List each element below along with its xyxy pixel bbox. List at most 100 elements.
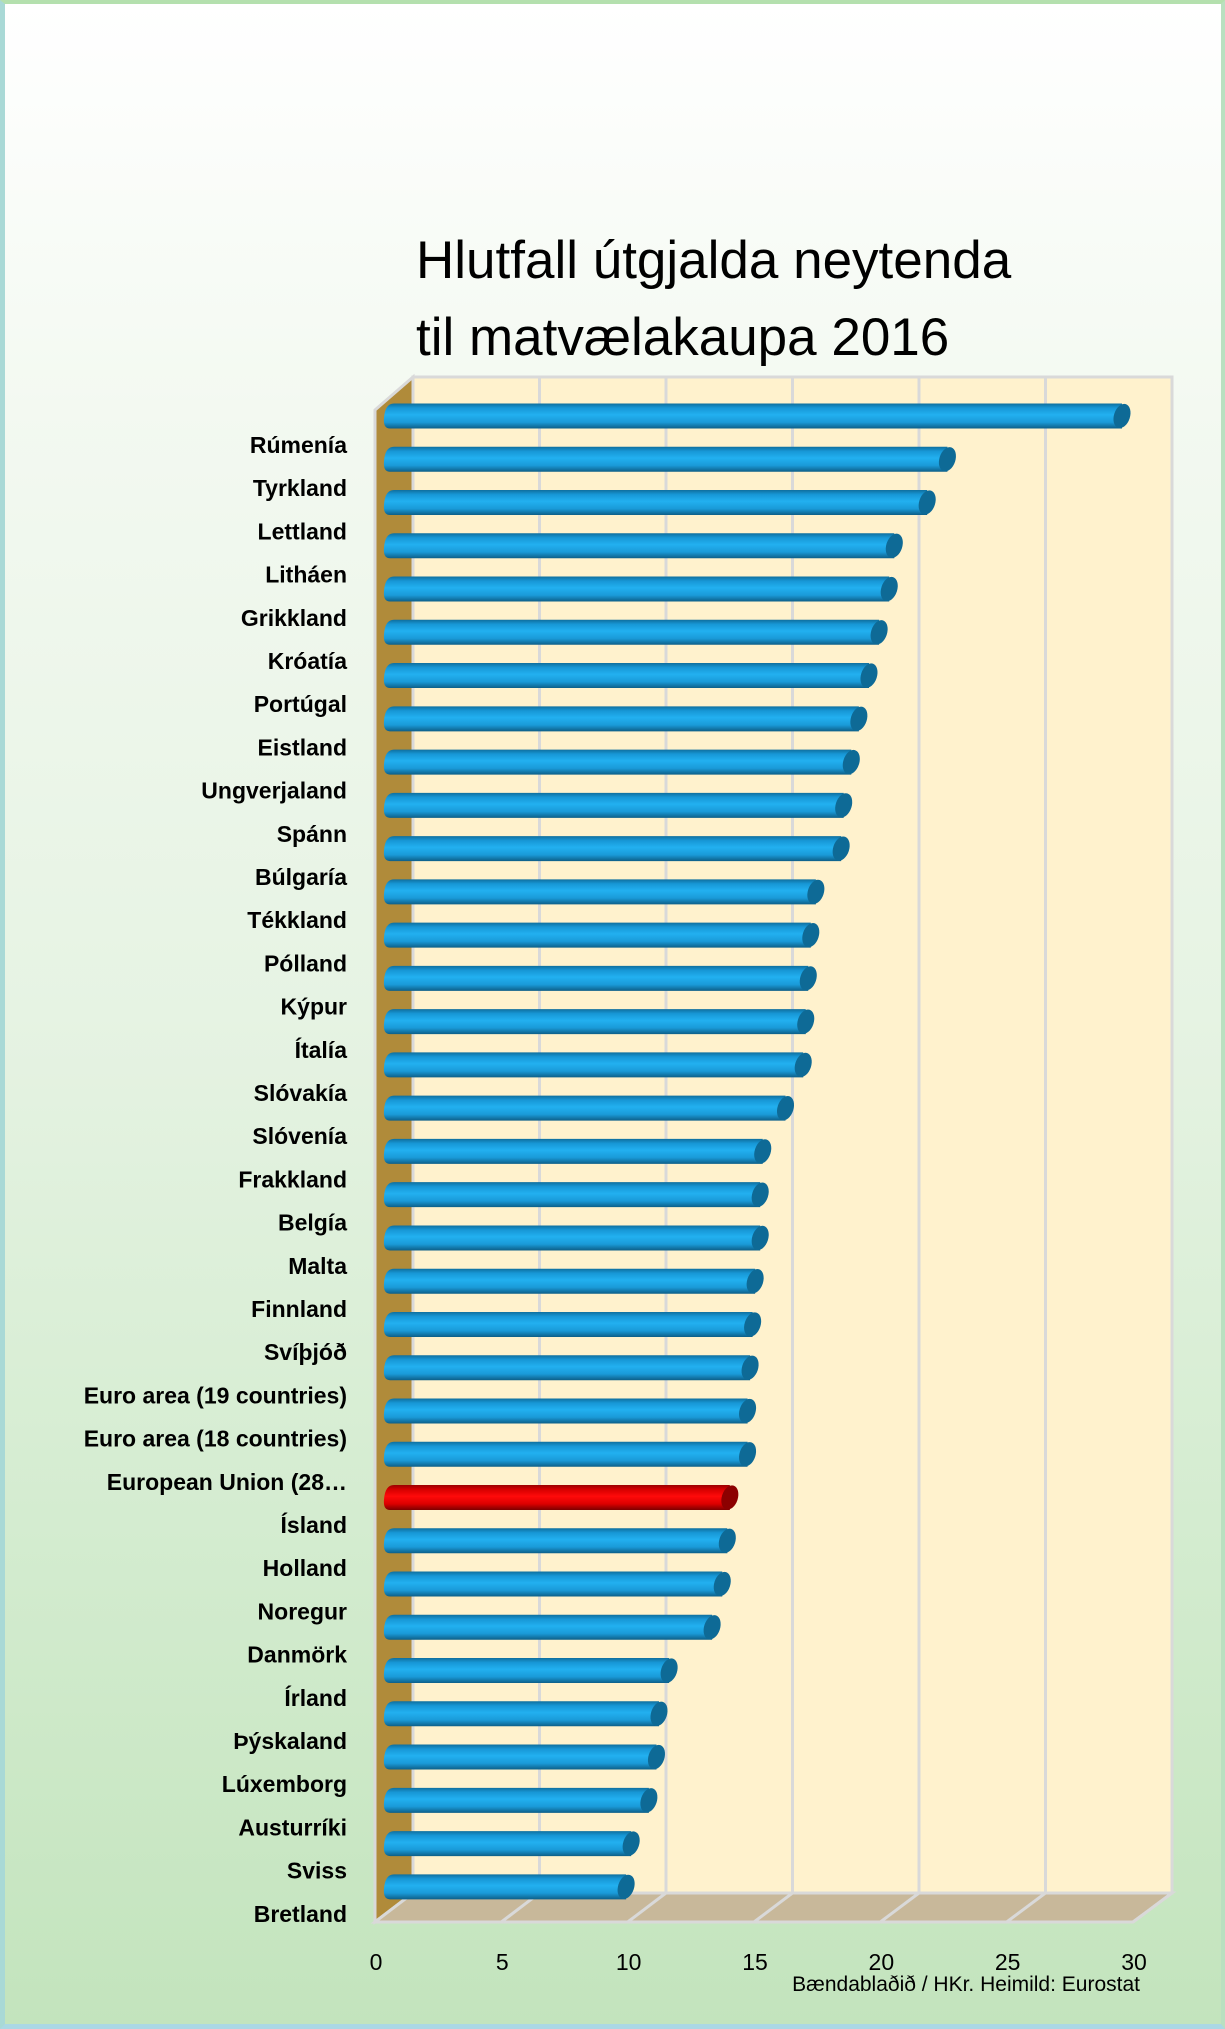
bar <box>383 1268 764 1294</box>
bar <box>383 749 860 775</box>
bar-body <box>383 792 844 818</box>
bar <box>383 1095 795 1121</box>
bar-highlight <box>383 1485 739 1510</box>
category-label: Holland <box>263 1555 347 1581</box>
bar <box>383 922 820 948</box>
bar-body <box>383 1485 730 1510</box>
category-label: Danmörk <box>247 1642 347 1668</box>
category-label: Ísland <box>281 1511 347 1538</box>
x-axis-tick-labels: 0 5 10 15 20 25 30 <box>370 1949 1147 1975</box>
category-label: Ungverjaland <box>201 778 347 804</box>
bar-cap <box>718 1528 736 1553</box>
bar-cap <box>647 1744 666 1770</box>
bar-body <box>383 1182 761 1208</box>
category-label: Lúxemborg <box>222 1771 347 1797</box>
bar <box>383 1874 635 1900</box>
bar-cap <box>744 1312 762 1337</box>
bar <box>383 403 1131 429</box>
bar-body <box>383 922 811 948</box>
bar-body <box>383 446 948 472</box>
bar <box>383 1182 769 1208</box>
bar-body <box>383 576 890 602</box>
bar-body <box>383 1528 728 1554</box>
bar <box>383 1831 640 1857</box>
x-tick-label: 0 <box>370 1949 383 1975</box>
bar-cap <box>850 706 868 731</box>
floor-gridline <box>879 1891 920 1924</box>
floor-gridline <box>1005 1891 1047 1924</box>
bar <box>383 706 868 732</box>
bar-body <box>383 403 1122 429</box>
category-label: Eistland <box>258 734 347 760</box>
chart-title-line-2: til matvælakaupa 2016 <box>416 308 950 367</box>
x-tick-label: 20 <box>869 1949 895 1975</box>
bar-cap <box>640 1788 658 1813</box>
category-label: Belgía <box>278 1210 347 1236</box>
bar <box>383 1311 762 1337</box>
category-label: Austurríki <box>238 1814 347 1840</box>
bar <box>383 1658 678 1684</box>
bar-body <box>383 965 809 991</box>
bar-cap <box>870 620 888 645</box>
bar-cap <box>807 879 825 905</box>
bar-cap <box>835 793 853 818</box>
category-label: Euro area (19 countries) <box>84 1382 347 1408</box>
category-label: Kýpur <box>281 994 348 1020</box>
category-label: European Union (28… <box>107 1469 347 1495</box>
bar-cap <box>721 1485 739 1510</box>
x-tick-label: 30 <box>1121 1949 1147 1975</box>
category-label: Litháen <box>265 562 347 588</box>
x-tick-label: 15 <box>742 1949 768 1975</box>
bar-body <box>383 1009 806 1035</box>
category-label: Írland <box>284 1684 347 1711</box>
bar-cap <box>751 1182 769 1207</box>
floor-gridline <box>1132 1891 1173 1924</box>
bar-body <box>383 1311 753 1337</box>
bar <box>383 1787 658 1813</box>
bar-body <box>383 1701 659 1727</box>
category-label: Grikkland <box>241 605 347 631</box>
bar-cap <box>739 1442 757 1467</box>
bar <box>383 1441 757 1467</box>
bar-body <box>383 619 880 645</box>
category-label: Finnland <box>251 1296 347 1322</box>
bar-body <box>383 879 816 905</box>
bar-cap <box>842 749 860 775</box>
bar-cap <box>885 533 903 558</box>
bar <box>383 1528 736 1554</box>
bar <box>383 965 817 991</box>
category-label: Króatía <box>268 648 347 674</box>
category-label: Tyrkland <box>253 475 347 501</box>
bar-body <box>383 1355 751 1381</box>
category-label: Euro area (18 countries) <box>84 1426 347 1452</box>
bar-body <box>383 1831 632 1857</box>
bar-body <box>383 1268 756 1294</box>
bar-body <box>383 706 859 732</box>
chart-title: Hlutfall útgjalda neytenda til matvælaka… <box>416 222 1176 376</box>
category-label: Frakkland <box>238 1166 347 1192</box>
bar-cap <box>617 1874 635 1899</box>
bar-cap <box>794 1052 812 1078</box>
bar-cap <box>751 1225 769 1251</box>
bar <box>383 533 903 559</box>
bar <box>383 1009 815 1035</box>
bar-cap <box>660 1658 678 1683</box>
bar <box>383 836 850 862</box>
bar-body <box>383 1095 786 1121</box>
category-label: Slóvenía <box>252 1123 347 1149</box>
category-label: Ítalía <box>295 1036 348 1063</box>
category-label: Noregur <box>258 1598 348 1624</box>
x-tick-label: 10 <box>616 1949 642 1975</box>
category-label: Malta <box>288 1253 347 1279</box>
bar-cap <box>650 1701 668 1726</box>
bar <box>383 1701 668 1727</box>
x-tick-label: 25 <box>995 1949 1021 1975</box>
bar <box>383 446 956 472</box>
bar-body <box>383 1614 713 1640</box>
bar-body <box>383 1658 670 1684</box>
bar <box>383 1614 721 1640</box>
bar <box>383 1225 769 1251</box>
bar <box>383 576 898 602</box>
floor-gridline <box>626 1891 667 1924</box>
